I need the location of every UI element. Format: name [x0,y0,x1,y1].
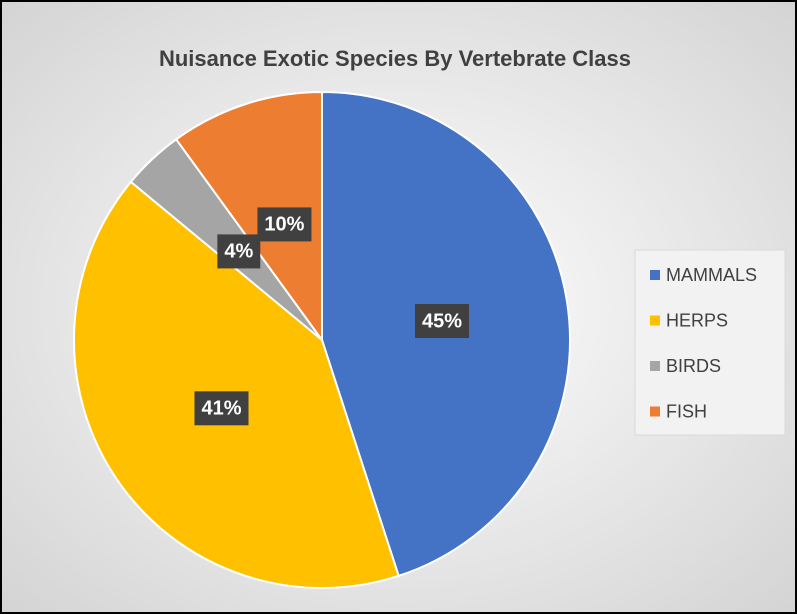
chart-title: Nuisance Exotic Species By Vertebrate Cl… [159,46,631,71]
legend-label: BIRDS [666,356,721,376]
legend [634,249,786,436]
legend-label: HERPS [666,310,728,330]
data-label: 4% [224,241,253,263]
data-label: 45% [422,310,462,332]
data-label: 10% [264,214,304,236]
data-label: 41% [201,398,241,420]
data-label-box [194,391,249,426]
legend-swatch [650,361,660,371]
data-label-box [415,303,470,338]
legend-swatch [650,270,660,280]
pie-slice [174,90,323,344]
legend-swatch [650,406,660,417]
legend-swatch [650,315,660,326]
pie-slice [73,180,400,589]
legend-label: MAMMALS [666,265,757,285]
legend-label: FISH [666,401,707,421]
data-label-box [257,207,312,242]
data-label-box [217,234,261,269]
